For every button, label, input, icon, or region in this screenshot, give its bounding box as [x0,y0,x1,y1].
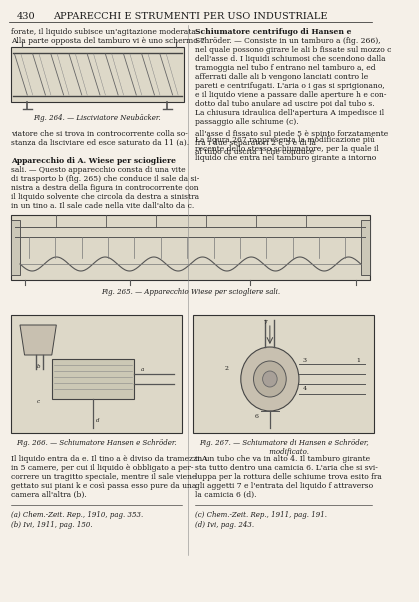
Text: pareti e centrifugati. L'aria o i gas si sprigionano,: pareti e centrifugati. L'aria o i gas si… [195,82,385,90]
Bar [361,220,370,275]
Text: Schröder. — Consiste in un tamburo a (fig. 266),: Schröder. — Consiste in un tamburo a (fi… [195,37,381,45]
Text: Schiumatore centrifugo di Hansen e: Schiumatore centrifugo di Hansen e [195,28,352,36]
Text: in un tubo che va in alto 4. Il tamburo girante: in un tubo che va in alto 4. Il tamburo … [195,455,370,463]
Text: in 5 camere, per cui il liquido è obbligato a per-: in 5 camere, per cui il liquido è obblig… [11,464,194,472]
Text: (a) Chem.-Zeit. Rep., 1910, pag. 353.: (a) Chem.-Zeit. Rep., 1910, pag. 353. [11,511,143,519]
Text: 2: 2 [224,367,228,371]
Text: stanza da lisciviare ed esce saturato da 11 (a).: stanza da lisciviare ed esce saturato da… [11,139,189,147]
Text: a: a [141,367,144,372]
Text: 7: 7 [263,320,267,326]
Text: afferrati dalle ali b vengono lanciati contro le: afferrati dalle ali b vengono lanciati c… [195,73,369,81]
Text: b: b [36,364,40,369]
Text: (c) Chem.-Zeit. Rep., 1911, pag. 191.: (c) Chem.-Zeit. Rep., 1911, pag. 191. [195,511,327,519]
Bar [52,359,134,399]
Text: di trasporto b (fig. 265) che conduce il sale da si-: di trasporto b (fig. 265) che conduce il… [11,175,199,183]
Text: viatore che si trova in controcorrente colla so-: viatore che si trova in controcorrente c… [11,130,188,138]
Text: fra i due separatori 2 e 3 e di là: fra i due separatori 2 e 3 e di là [195,139,316,147]
Text: c: c [36,399,39,404]
Text: 430: 430 [16,12,35,21]
Text: liquido che entra nel tamburo girante a intorno: liquido che entra nel tamburo girante a … [195,154,377,162]
Text: e il liquido viene a passare dalle aperture h e con-: e il liquido viene a passare dalle apert… [195,91,387,99]
Text: luppa per la rottura delle schiume trova esito fra: luppa per la rottura delle schiume trova… [195,473,382,481]
Text: 3: 3 [303,359,306,364]
Text: gettato sui piani k e così passa esso pure da una: gettato sui piani k e così passa esso pu… [11,482,196,490]
Text: Fig. 265. — Apparecchio Wiese per sciogliere sali.: Fig. 265. — Apparecchio Wiese per sciogl… [101,288,280,296]
Polygon shape [20,325,56,355]
Bar [11,215,370,280]
Text: 1: 1 [356,359,360,364]
Circle shape [253,361,286,397]
Text: Alla parte opposta del tamburo vi è uno schermo 7: Alla parte opposta del tamburo vi è uno … [11,37,205,45]
Text: sali. — Questo apparecchio consta di una vite: sali. — Questo apparecchio consta di una… [11,166,186,174]
Text: 4: 4 [303,386,306,391]
Bar [193,315,374,433]
Text: correre un tragitto speciale, mentre il sale viene: correre un tragitto speciale, mentre il … [11,473,197,481]
Text: 6: 6 [254,415,258,420]
Text: gli aggetti 7 e l'entrata del liquido f attraverso: gli aggetti 7 e l'entrata del liquido f … [195,482,373,490]
Circle shape [241,347,299,411]
Text: al tubo di uscita 1 che conduce: al tubo di uscita 1 che conduce [195,148,315,156]
Text: passaggio alle schiume (c).: passaggio alle schiume (c). [195,118,299,126]
Text: la camicia 6 (d).: la camicia 6 (d). [195,491,257,499]
Text: forate, il liquido subisce un'agitazione moderata.: forate, il liquido subisce un'agitazione… [11,28,198,36]
Text: in un tino a. Il sale cade nella vite dall'alto da c.: in un tino a. Il sale cade nella vite da… [11,202,194,210]
Text: il liquido solvente che circola da destra a sinistra: il liquido solvente che circola da destr… [11,193,199,201]
Text: sta tutto dentro una camicia 6. L'aria che si svi-: sta tutto dentro una camicia 6. L'aria c… [195,464,378,472]
Text: La chiusura idraulica dell'apertura A impedisce il: La chiusura idraulica dell'apertura A im… [195,109,385,117]
Text: La figura 267 rappresenta la modificazione più: La figura 267 rappresenta la modificazio… [195,136,375,144]
Text: d: d [96,418,100,423]
Text: (d) Ivi, pag. 243.: (d) Ivi, pag. 243. [195,521,254,529]
Text: recente dello stesso schiumatore, per la quale il: recente dello stesso schiumatore, per la… [195,145,379,153]
Text: dotto dal tubo anulare ad uscire poi dal tubo s.: dotto dal tubo anulare ad uscire poi dal… [195,100,375,108]
Circle shape [263,371,277,387]
Bar [11,220,20,275]
Text: APPARECCHI E STRUMENTI PER USO INDUSTRIALE: APPARECCHI E STRUMENTI PER USO INDUSTRIA… [53,12,327,21]
Text: nel quale possono girare le ali b fissate sul mozzo c: nel quale possono girare le ali b fissat… [195,46,392,54]
Text: dell'asse d. I liquidi schiumosi che scendono dalla: dell'asse d. I liquidi schiumosi che sce… [195,55,386,63]
Bar [11,315,182,433]
Bar [11,47,184,102]
Text: tramoggia nel tubo f entrano nel tamburo a, ed: tramoggia nel tubo f entrano nel tamburo… [195,64,376,72]
Text: Fig. 266. — Schiumatore Hansen e Schröder.: Fig. 266. — Schiumatore Hansen e Schröde… [16,439,177,447]
Text: Apparecchio di A. Wiese per sciogliere: Apparecchio di A. Wiese per sciogliere [11,157,176,165]
Text: (b) Ivi, 1911, pag. 150.: (b) Ivi, 1911, pag. 150. [11,521,93,529]
Text: all'asse d fissato sul piede 5 è spinto forzatamente: all'asse d fissato sul piede 5 è spinto … [195,130,388,138]
Text: Il liquido entra da e. Il tino a è diviso da tramezzi A: Il liquido entra da e. Il tino a è divis… [11,455,207,463]
Text: Fig. 264. — Lisciviatore Neubäcker.: Fig. 264. — Lisciviatore Neubäcker. [34,114,161,122]
Text: Fig. 267. — Schiumatore di Hansen e Schröder,
     modificato.: Fig. 267. — Schiumatore di Hansen e Schr… [199,439,368,456]
Text: camera all'altra (b).: camera all'altra (b). [11,491,87,499]
Text: nistra a destra della figura in controcorrente con: nistra a destra della figura in controco… [11,184,199,192]
